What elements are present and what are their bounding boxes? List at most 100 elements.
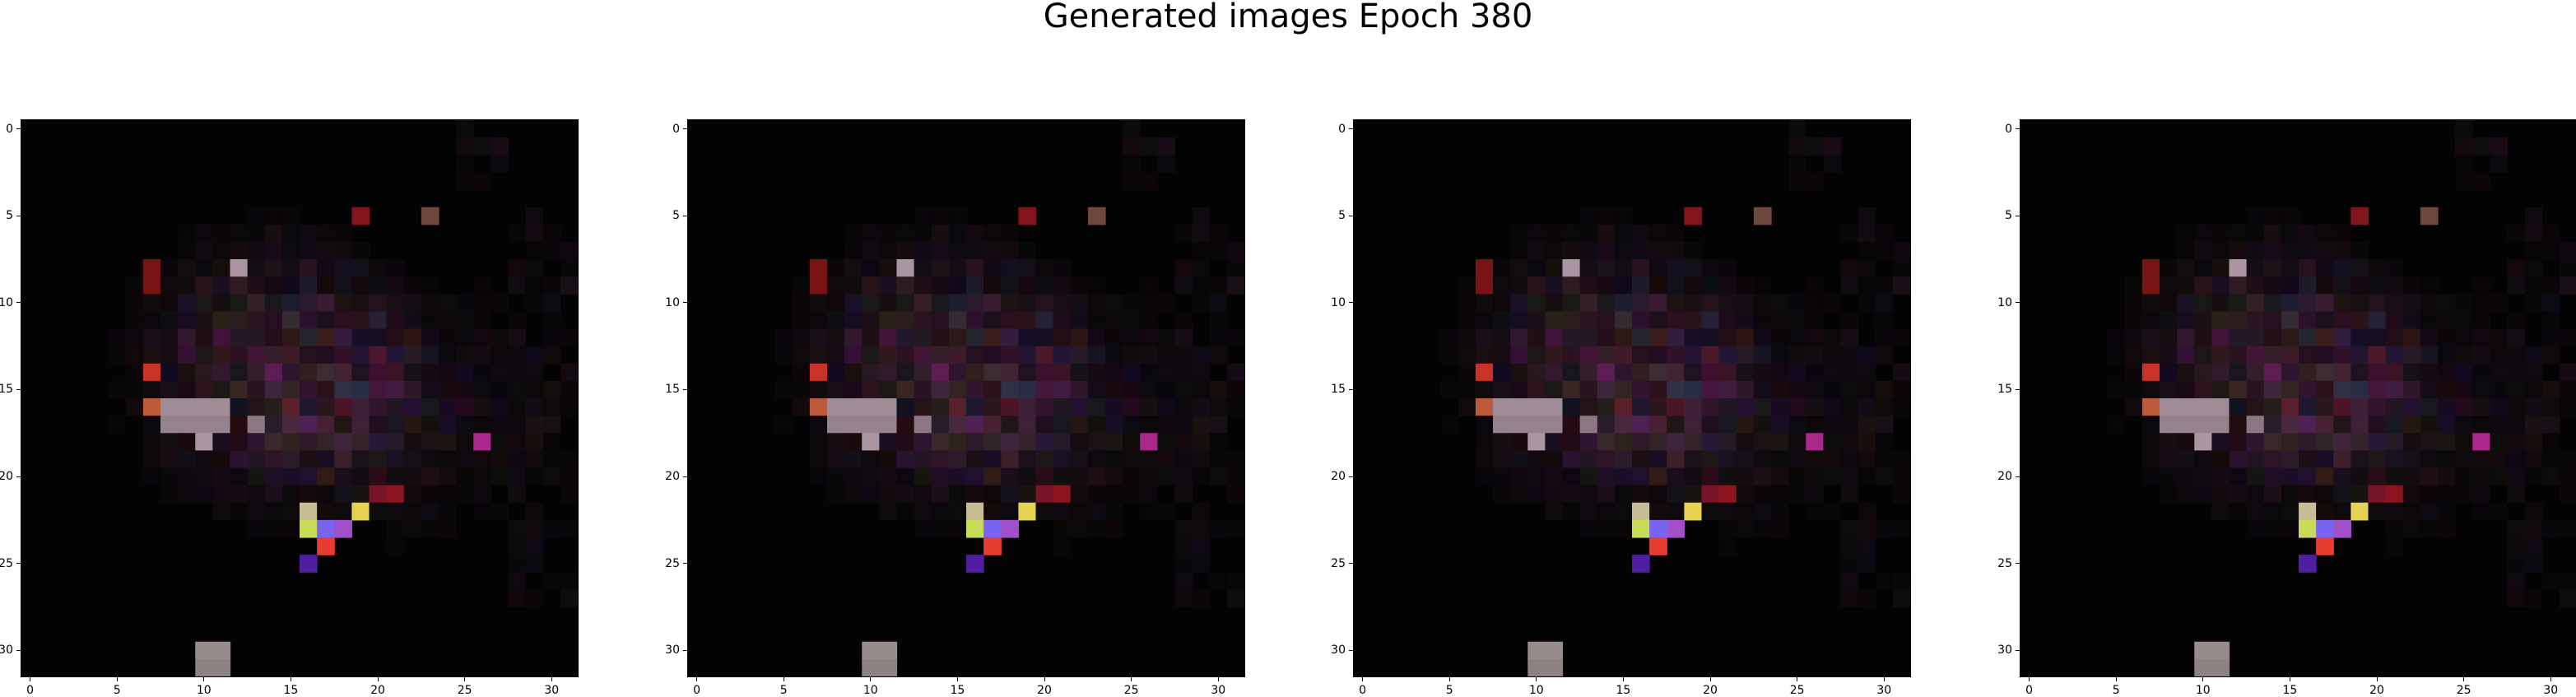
pixel [2316,276,2334,295]
pixel [2211,363,2230,382]
pixel [1875,294,1894,312]
pixel [1806,137,1824,156]
pixel [1192,363,1211,382]
pixel [1475,276,1494,295]
pixel [2177,363,2195,382]
pixel [931,241,950,260]
pixel [1209,224,1228,243]
pixel [1840,537,1859,555]
pixel [1140,328,1158,347]
pixel [983,502,1002,521]
pixel [2490,433,2509,451]
pixel [2541,294,2560,312]
pixel [195,467,213,486]
pixel [1053,398,1072,416]
pixel [1209,416,1228,434]
pixel [2368,450,2387,469]
pixel [2472,433,2490,451]
pixel [491,155,509,173]
pixel [1771,294,1789,312]
x-tick-mark [1536,676,1537,681]
pixel [1527,641,1546,660]
pixel [281,467,300,486]
pixel [1105,346,1123,365]
pixel [334,294,352,312]
pixel [142,363,161,382]
pixel [2368,346,2387,365]
pixel [178,467,196,486]
pixel [1510,241,1528,260]
pixel [473,363,491,382]
pixel [948,259,967,277]
pixel [948,294,967,312]
pixel [2281,467,2299,486]
pixel [195,398,213,416]
pixel [1649,241,1667,260]
pixel [2177,485,2195,504]
pixel [1226,380,1244,399]
x-tick-label: 25 [2456,684,2471,697]
pixel [212,346,231,365]
pixel [2559,467,2576,486]
pixel [351,259,370,277]
x-tick-mark [1362,676,1364,681]
x-tick-label: 0 [1359,684,1367,697]
pixel [2333,363,2351,382]
pixel [1001,346,1019,365]
pixel [1192,502,1211,521]
pixel [1718,537,1737,555]
pixel [2350,398,2369,416]
pixel [2490,137,2509,156]
pixel [2194,328,2212,347]
pixel [125,311,144,330]
pixel [1718,502,1737,521]
pixel [2263,259,2282,277]
pixel [1649,259,1667,277]
pixel [1510,294,1528,312]
pixel [862,224,880,243]
pixel [142,311,161,330]
pixel [1771,346,1789,365]
pixel [2524,589,2543,608]
pixel [281,294,300,312]
pixel [2559,363,2576,382]
pixel [421,380,439,399]
pixel [1579,224,1598,243]
pixel [1840,380,1859,399]
pixel [1649,328,1667,347]
pixel [2177,346,2195,365]
pixel [1140,172,1158,191]
pixel [403,433,422,451]
y-tick-label: 25 [0,556,13,570]
pixel [317,537,335,555]
pixel [827,398,845,416]
pixel [386,363,405,382]
pixel [1649,450,1667,469]
y-tick-mark [1349,476,1354,477]
y-tick-label: 30 [665,644,680,658]
pixel [1771,433,1789,451]
pixel [1226,398,1244,416]
pixel [1174,346,1193,365]
pixel [1597,241,1616,260]
pixel [2177,241,2195,260]
pixel [1440,328,1459,347]
pixel [1545,416,1564,434]
pixel [1632,224,1650,243]
pixel [2316,294,2334,312]
pixel [2402,363,2421,382]
pixel [931,398,950,416]
pixel [1157,416,1176,434]
pixel [508,519,527,538]
pixel [317,433,335,451]
pixel [1632,276,1650,295]
pixel [1632,398,1650,416]
pixel [2490,363,2509,382]
pixel [1632,259,1650,277]
pixel [369,416,388,434]
pixel [317,450,335,469]
pixel [2229,328,2248,347]
pixel [983,224,1002,243]
pixel [2211,502,2230,521]
pixel [212,311,231,330]
